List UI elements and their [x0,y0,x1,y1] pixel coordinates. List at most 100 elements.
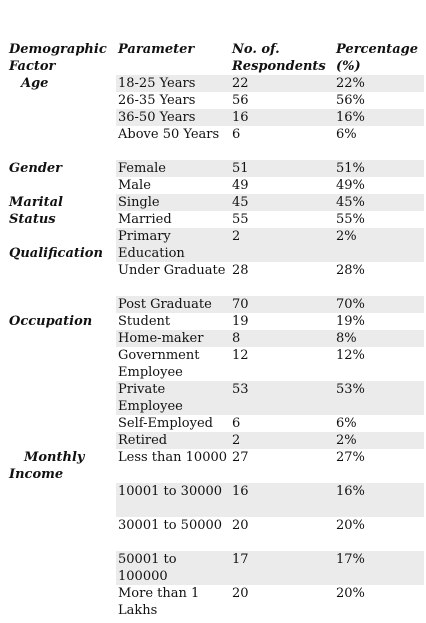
parameter-cell: Self-Employed [118,416,213,431]
respondents-cell: 56 [232,93,249,108]
parameter-cell: Post Graduate [118,297,212,312]
respondents-cell: 22 [232,76,249,91]
header-percentage: Percentage (%) [336,42,418,74]
table-header: Demographic Factor Parameter No. of. Res… [6,41,424,75]
respondents-cell: 16 [232,484,249,499]
table-row: Post Graduate 70 70% [6,296,424,313]
parameter-cell: Less than 10000 [118,450,228,465]
percentage-cell: 8% [336,331,357,346]
category-label: Gender [9,161,63,176]
respondents-cell: 20 [232,586,249,601]
parameter-cell: Student [118,314,171,329]
category-label: Age [21,76,49,91]
table-row: 36-50 Years 16 16% [6,109,424,126]
table-row: Retired 2 2% [6,432,424,449]
header-demographic-factor: Demographic Factor [9,42,107,74]
percentage-cell: 2% [336,433,357,448]
table-row: 26-35 Years 56 56% [6,92,424,109]
respondents-cell: 53 [232,382,249,397]
parameter-cell: Above 50 Years [118,127,220,142]
percentage-cell: 6% [336,416,357,431]
table-row: Self-Employed 6 6% [6,415,424,432]
parameter-cell: Retired [118,433,168,448]
parameter-cell: Private Employee [118,382,183,414]
respondents-cell: 2 [232,433,241,448]
row-shade [116,330,424,347]
parameter-cell: 10001 to 30000 [118,484,223,499]
category-label: Occupation [9,314,93,329]
row-shade [116,160,424,177]
percentage-cell: 19% [336,314,365,329]
parameter-cell: Under Graduate [118,263,226,278]
respondents-cell: 6 [232,416,241,431]
table-row: Single 45 45% [6,194,424,211]
respondents-cell: 8 [232,331,241,346]
percentage-cell: 6% [336,127,357,142]
percentage-cell: 16% [336,110,365,125]
row-shade [116,109,424,126]
category-label: Monthly Income [9,450,85,482]
respondents-cell: 6 [232,127,241,142]
respondents-cell: 45 [232,195,249,210]
percentage-cell: 56% [336,93,365,108]
parameter-cell: 50001 to 100000 [118,552,177,584]
parameter-cell: Government Employee [118,348,200,380]
parameter-cell: Male [118,178,151,193]
parameter-cell: Single [118,195,160,210]
table-row: 10001 to 30000 16 16% [6,483,424,517]
row-shade [116,432,424,449]
percentage-cell: 70% [336,297,365,312]
percentage-cell: 20% [336,518,365,533]
percentage-cell: 53% [336,382,365,397]
table-row: Above 50 Years 6 6% [6,126,424,160]
percentage-cell: 2% [336,229,357,244]
table-row: Less than 10000 27 27% [6,449,424,483]
percentage-cell: 28% [336,263,365,278]
percentage-cell: 16% [336,484,365,499]
row-shade [116,551,424,585]
table-row: Student 19 19% [6,313,424,330]
table-row: Female 51 51% [6,160,424,177]
parameter-cell: Married [118,212,172,227]
table-row: Married 55 55% [6,211,424,228]
table-body: 18-25 Years 22 22% 26-35 Years 56 56% 36-50 Ye… [6,75,424,619]
percentage-cell: 49% [336,178,365,193]
table-row: 30001 to 50000 20 20% [6,517,424,551]
percentage-cell: 22% [336,76,365,91]
table-row: More than 1 Lakhs 20 20% [6,585,424,619]
respondents-cell: 70 [232,297,249,312]
respondents-cell: 12 [232,348,249,363]
row-shade [116,296,424,313]
row-shade [116,75,424,92]
percentage-cell: 27% [336,450,365,465]
parameter-cell: 30001 to 50000 [118,518,223,533]
percentage-cell: 55% [336,212,365,227]
table-row: Male 49 49% [6,177,424,194]
percentage-cell: 12% [336,348,365,363]
parameter-cell: More than 1 Lakhs [118,586,200,618]
table-row: Under Graduate 28 28% [6,262,424,296]
table-row: 18-25 Years 22 22% [6,75,424,92]
parameter-cell: Primary Education [118,229,185,261]
respondents-cell: 20 [232,518,249,533]
parameter-cell: Home-maker [118,331,204,346]
respondents-cell: 49 [232,178,249,193]
percentage-cell: 17% [336,552,365,567]
respondents-cell: 19 [232,314,249,329]
parameter-cell: Female [118,161,166,176]
parameter-cell: 26-35 Years [118,93,196,108]
percentage-cell: 51% [336,161,365,176]
parameter-cell: 18-25 Years [118,76,196,91]
header-respondents: No. of. Respondents [232,42,326,74]
table-row: Primary Education 2 2% [6,228,424,262]
category-label: Marital Status [9,195,63,227]
table-row: Government Employee 12 12% [6,347,424,381]
parameter-cell: 36-50 Years [118,110,196,125]
respondents-cell: 28 [232,263,249,278]
row-shade [116,228,424,262]
row-shade [116,483,424,517]
percentage-cell: 45% [336,195,365,210]
respondents-cell: 16 [232,110,249,125]
table-row: 50001 to 100000 17 17% [6,551,424,585]
percentage-cell: 20% [336,586,365,601]
